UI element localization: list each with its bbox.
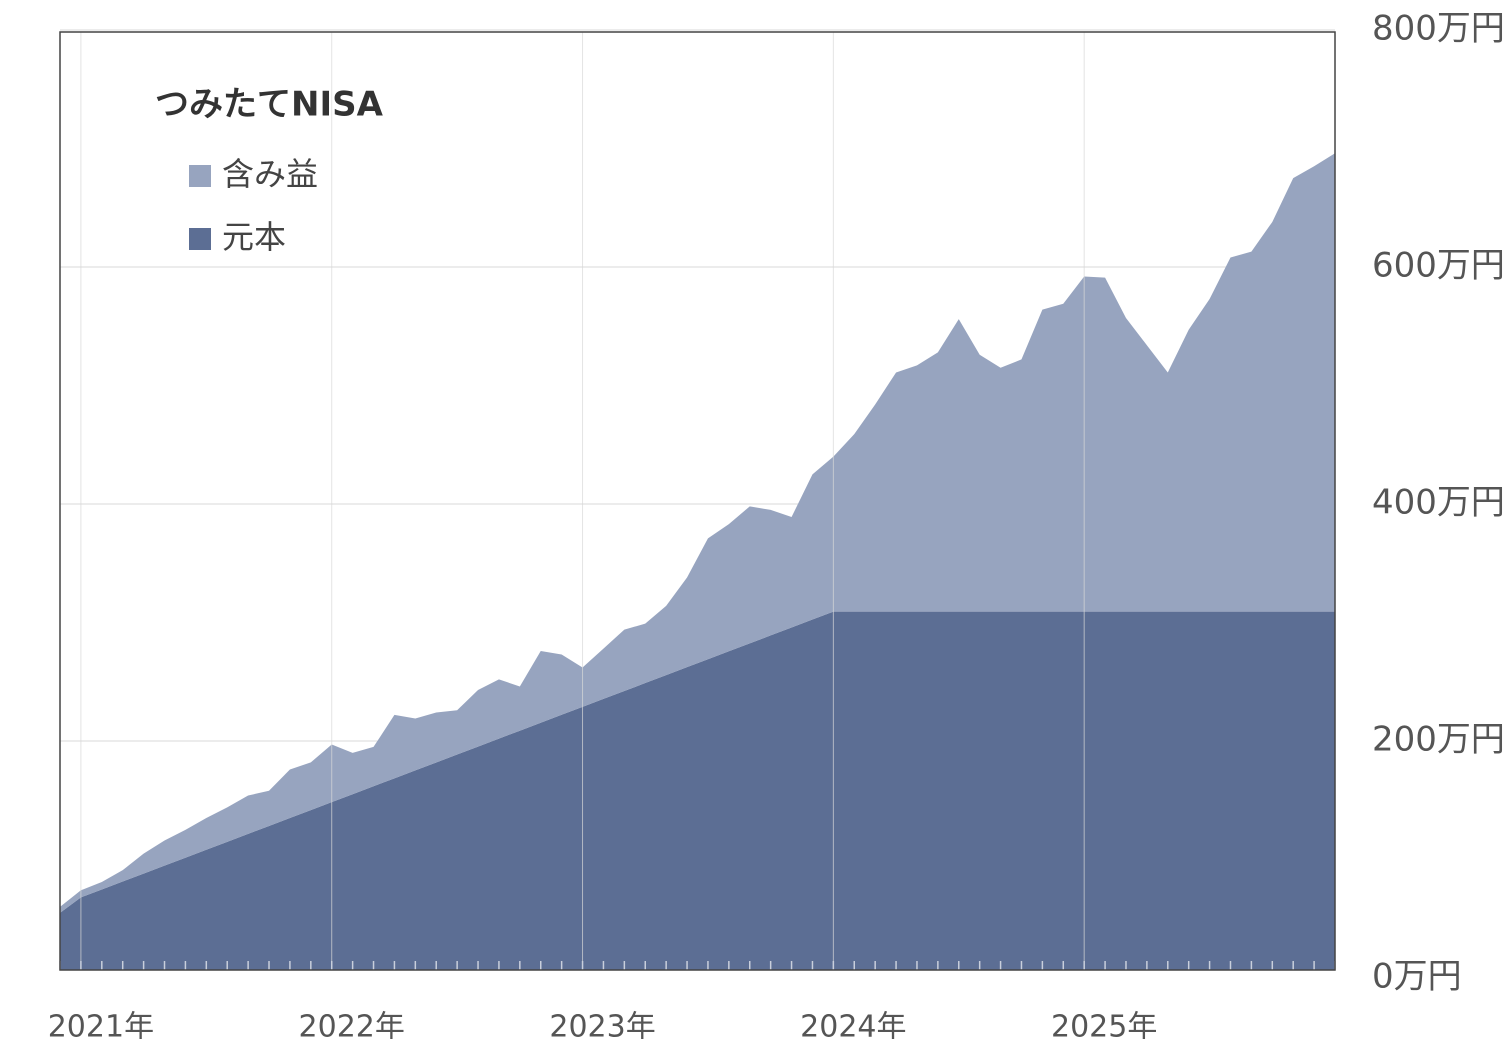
y-tick-label: 400万円 bbox=[1372, 483, 1505, 523]
x-tick-label: 2024年 bbox=[800, 1010, 906, 1045]
y-tick-label: 600万円 bbox=[1372, 246, 1505, 286]
legend-label: 含み益 bbox=[222, 155, 318, 193]
areas bbox=[60, 153, 1335, 970]
labels: 0万円 200万円 400万円 600万円 800万円 2021年 2022年 2023年 20… bbox=[48, 9, 1505, 1045]
legend-title: つみたてNISA bbox=[155, 85, 384, 125]
x-tick-label: 2023年 bbox=[549, 1010, 655, 1045]
y-tick-label: 800万円 bbox=[1372, 9, 1505, 49]
x-ticks bbox=[59, 961, 1336, 970]
y-tick-label: 200万円 bbox=[1372, 720, 1505, 760]
y-tick-label: 0万円 bbox=[1372, 957, 1462, 997]
area bbox=[60, 153, 1335, 913]
legend-swatch bbox=[189, 165, 211, 187]
x-tick-label: 2022年 bbox=[299, 1010, 405, 1045]
plot-frame bbox=[59, 31, 1336, 971]
x-tick-label: 2025年 bbox=[1051, 1010, 1157, 1045]
x-tick-label: 2021年 bbox=[48, 1010, 154, 1045]
legend-swatch bbox=[189, 228, 211, 250]
legend-label: 元本 bbox=[222, 218, 286, 256]
area bbox=[60, 611, 1335, 970]
x-grid bbox=[80, 32, 1085, 970]
